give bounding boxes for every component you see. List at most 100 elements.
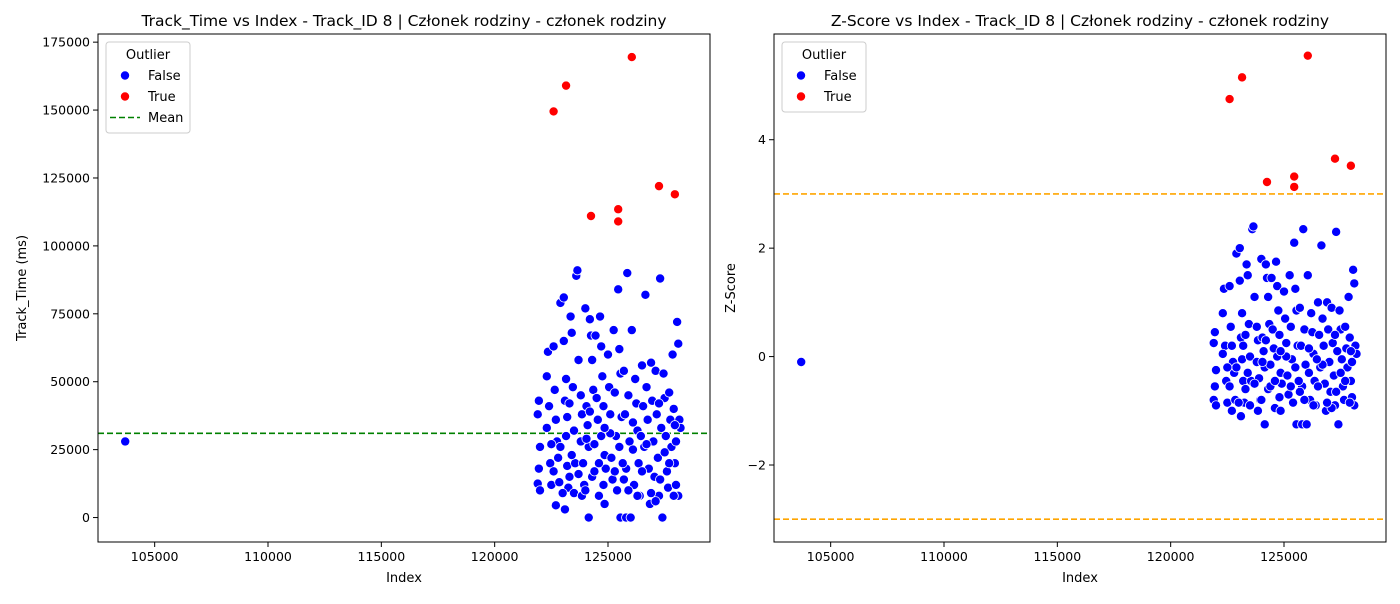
left-point-false [591, 393, 602, 404]
right-point-false [1272, 281, 1283, 292]
left-point-true [669, 189, 680, 200]
right-point-false [1257, 357, 1268, 368]
right-y-tick-label: −2 [748, 458, 766, 473]
right-point-false [1249, 378, 1260, 389]
left-x-tick-label: 125000 [584, 549, 632, 564]
right-point-true [1289, 171, 1300, 182]
left-point-true [626, 52, 637, 63]
right-point-false [1302, 270, 1313, 281]
left-point-false [641, 439, 652, 450]
right-point-false [1267, 324, 1278, 335]
right-point-false [1348, 264, 1359, 275]
left-point-false [671, 436, 682, 447]
right-point-false [1266, 272, 1277, 283]
left-point-false [584, 314, 595, 325]
left-point-false [659, 447, 670, 458]
left-point-false [646, 488, 657, 499]
right-point-false [1284, 270, 1295, 281]
right-point-false [1340, 321, 1351, 332]
left-point-false [593, 490, 604, 501]
left-point-false [569, 425, 580, 436]
right-point-false [1345, 346, 1356, 357]
right-point-false [1308, 400, 1319, 411]
left-point-false [656, 422, 667, 433]
right-point-false [1234, 275, 1245, 286]
right-point-false [1311, 354, 1322, 365]
left-y-tick-label: 25000 [50, 442, 90, 457]
left-point-false [548, 466, 559, 477]
right-point-false [1281, 338, 1292, 349]
right-point-false [1283, 389, 1294, 400]
left-point-false [546, 439, 557, 450]
left-point-false [544, 401, 555, 412]
left-y-tick-label: 0 [82, 510, 90, 525]
left-point-false [565, 311, 576, 322]
left-point-false [589, 466, 600, 477]
left-point-false [652, 452, 663, 463]
left-point-false [641, 382, 652, 393]
right-point-true [1345, 160, 1356, 171]
left-point-false [566, 450, 577, 461]
right-series-false [796, 221, 1362, 430]
right-point-false [1340, 375, 1351, 386]
right-point-false [1313, 297, 1324, 308]
right-point-true [1289, 181, 1300, 192]
right-y-tick-label: 0 [758, 349, 766, 364]
left-y-tick-label: 75000 [50, 306, 90, 321]
left-point-false [655, 474, 666, 485]
left-point-false [597, 371, 608, 382]
right-point-false [1251, 321, 1262, 332]
right-point-false [1217, 348, 1228, 359]
left-point-false [605, 409, 616, 420]
right-point-false [1256, 394, 1267, 405]
right-point-false [1316, 240, 1327, 251]
left-point-false [646, 357, 657, 368]
left-point-false [637, 360, 648, 371]
right-point-false [1336, 354, 1347, 365]
left-point-false [548, 341, 559, 352]
left-point-false [558, 335, 569, 346]
right-point-true [1302, 50, 1313, 61]
right-point-false [1293, 375, 1304, 386]
right-point-false [1234, 243, 1245, 254]
right-point-false [1347, 357, 1358, 368]
right-point-false [1331, 226, 1342, 237]
left-point-false [626, 325, 637, 336]
left-point-false [573, 469, 584, 480]
left-point-false [622, 268, 633, 279]
left-point-false [669, 420, 680, 431]
right-point-false [1314, 329, 1325, 340]
right-point-false [1242, 270, 1253, 281]
right-legend-marker-true [796, 91, 807, 102]
left-point-true [586, 211, 597, 222]
right-point-false [1289, 237, 1300, 248]
right-point-false [1344, 332, 1355, 343]
right-point-false [1335, 367, 1346, 378]
left-point-false [672, 316, 683, 327]
left-legend-label-false: False [148, 69, 181, 84]
left-point-false [642, 414, 653, 425]
left-point-false [550, 500, 561, 511]
left-x-tick-label: 105000 [131, 549, 179, 564]
right-x-tick-label: 105000 [807, 549, 855, 564]
right-point-false [1273, 305, 1284, 316]
left-point-false [595, 311, 606, 322]
right-point-false [1240, 329, 1251, 340]
right-point-false [1241, 259, 1252, 270]
left-point-false [598, 401, 609, 412]
right-point-false [1349, 278, 1360, 289]
left-series-true [548, 52, 680, 227]
left-point-false [120, 436, 131, 447]
left-point-false [561, 374, 572, 385]
right-point-false [1274, 392, 1285, 403]
left-x-tick-label: 110000 [244, 549, 292, 564]
right-legend: Outlier False True [781, 41, 867, 113]
right-point-false [1285, 381, 1296, 392]
left-point-false [667, 349, 678, 360]
left-point-false [600, 463, 611, 474]
right-point-false [796, 357, 807, 368]
left-y-tick-label: 100000 [42, 238, 90, 253]
left-point-false [658, 368, 669, 379]
